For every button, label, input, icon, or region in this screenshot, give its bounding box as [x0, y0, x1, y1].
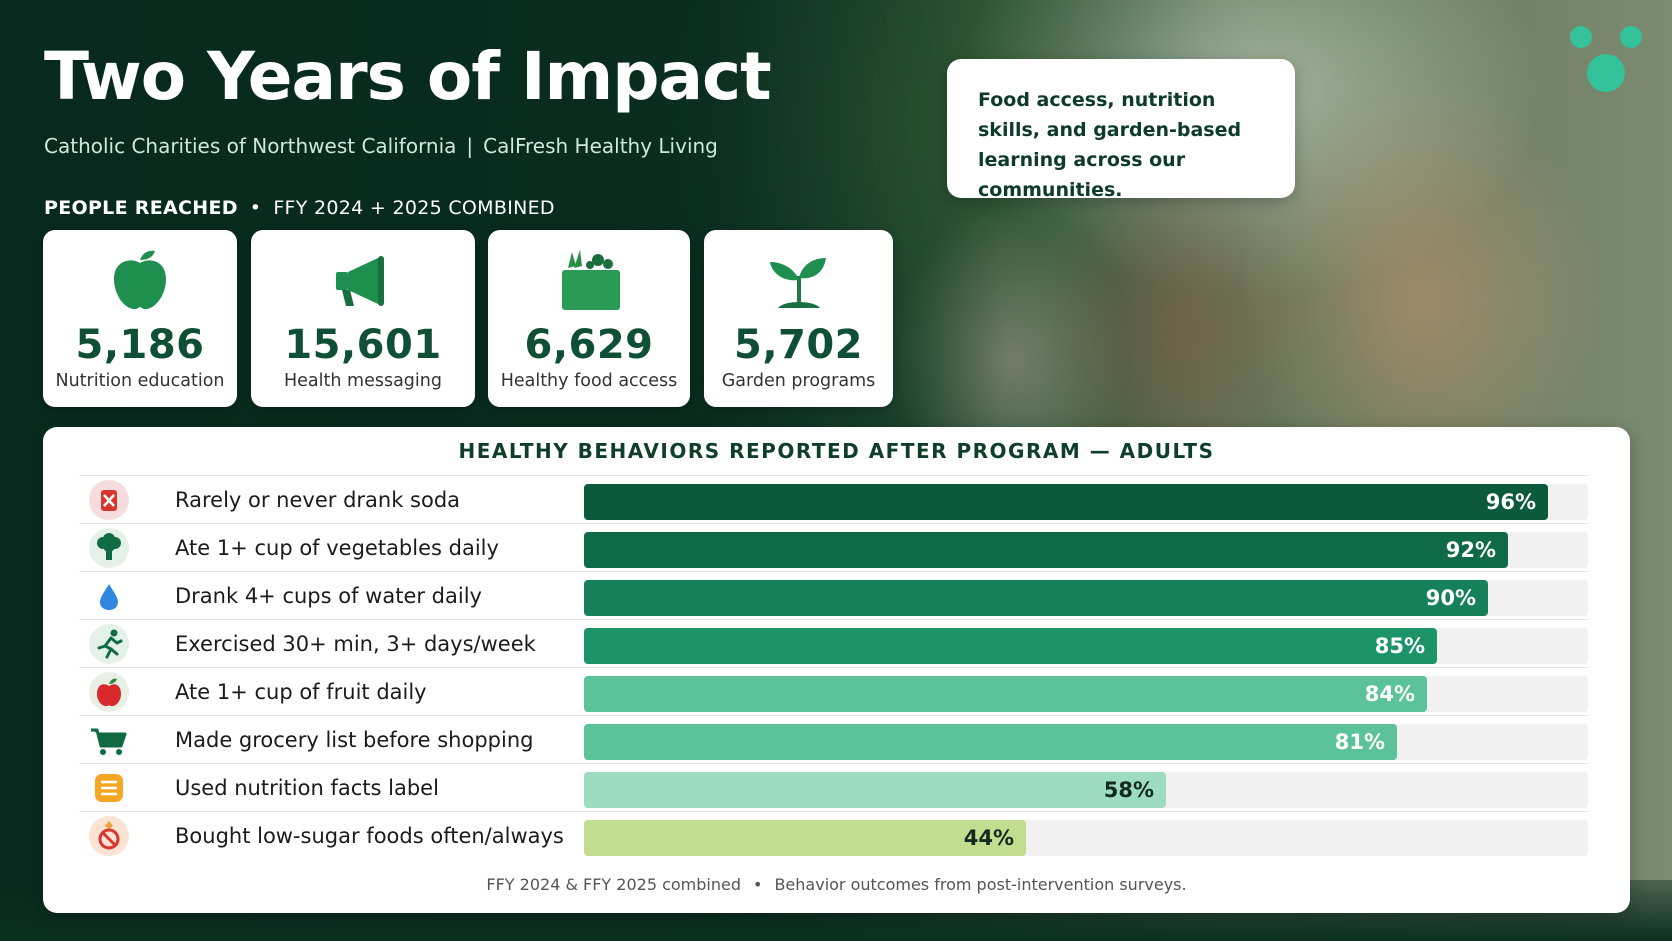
chart-row: Used nutrition facts label 58% [79, 763, 1588, 812]
chart-footnote: FFY 2024 & FFY 2025 combined • Behavior ou… [43, 875, 1630, 894]
megaphone-icon [251, 246, 475, 316]
stat-card-nutrition: 5,186 Nutrition education [43, 230, 237, 407]
behavior-label: Ate 1+ cup of fruit daily [175, 680, 427, 704]
bar-track: 44% [584, 820, 1588, 856]
bar: 84% [584, 676, 1427, 712]
chart-row: Bought low-sugar foods often/always 44% [79, 811, 1588, 860]
stat-label: Garden programs [721, 371, 876, 391]
people-reached-heading: PEOPLE REACHED • FFY 2024 + 2025 COMBINED [44, 197, 555, 219]
water-drop-icon [89, 576, 129, 616]
reach-heading-label: PEOPLE REACHED [44, 197, 238, 219]
bar: 85% [584, 628, 1437, 664]
red-apple-icon [89, 672, 129, 712]
callout-card: Food access, nutrition skills, and garde… [947, 59, 1295, 201]
nutrition-label-icon [89, 768, 129, 808]
chart-row: Drank 4+ cups of water daily 90% [79, 571, 1588, 620]
stat-value: 6,629 [524, 322, 654, 368]
broccoli-icon [89, 528, 129, 568]
program-name: CalFresh Healthy Living [483, 134, 718, 158]
bar: 44% [584, 820, 1026, 856]
subtitle: Catholic Charities of Northwest Californ… [44, 134, 718, 158]
sprout-icon [704, 246, 893, 316]
bar-track: 92% [584, 532, 1588, 568]
footnote-source: Behavior outcomes from post-intervention… [774, 875, 1187, 894]
behavior-label: Used nutrition facts label [175, 776, 439, 800]
reach-heading-bullet: • [249, 197, 262, 219]
bar-track: 84% [584, 676, 1588, 712]
stat-value: 5,702 [733, 322, 864, 368]
stat-card-food-access: 6,629 Healthy food access [488, 230, 690, 407]
runner-icon [89, 624, 129, 664]
callout-text: Food access, nutrition skills, and garde… [978, 89, 1242, 201]
no-sugar-icon [89, 816, 129, 856]
behavior-label: Bought low-sugar foods often/always [175, 824, 564, 848]
chart-row: Ate 1+ cup of fruit daily 84% [79, 667, 1588, 716]
stat-label: Nutrition education [55, 371, 225, 391]
stat-card-garden: 5,702 Garden programs [704, 230, 893, 407]
stat-card-health-messaging: 15,601 Health messaging [251, 230, 475, 407]
bar-track: 85% [584, 628, 1588, 664]
bar-value-label: 92% [1445, 538, 1496, 562]
behaviors-chart-panel: HEALTHY BEHAVIORS REPORTED AFTER PROGRAM… [43, 427, 1630, 913]
apple-icon [43, 246, 237, 316]
chart-row: Rarely or never drank soda 96% [79, 475, 1588, 524]
bar: 81% [584, 724, 1397, 760]
bar-value-label: 96% [1485, 490, 1536, 514]
stat-label: Healthy food access [500, 371, 678, 391]
bar-track: 90% [584, 580, 1588, 616]
bar: 90% [584, 580, 1488, 616]
behavior-label: Rarely or never drank soda [175, 488, 461, 512]
bar-track: 96% [584, 484, 1588, 520]
chart-title: HEALTHY BEHAVIORS REPORTED AFTER PROGRAM… [458, 439, 1215, 463]
stat-label: Health messaging [284, 371, 442, 391]
produce-crate-icon [488, 246, 690, 316]
bar-track: 81% [584, 724, 1588, 760]
bar-value-label: 81% [1334, 730, 1385, 754]
bar: 58% [584, 772, 1166, 808]
bar-track: 58% [584, 772, 1588, 808]
no-soda-icon [89, 480, 129, 520]
chart-row: Made grocery list before shopping 81% [79, 715, 1588, 764]
chart-row: Ate 1+ cup of vegetables daily 92% [79, 523, 1588, 572]
page-title: Two Years of Impact [44, 38, 772, 115]
bar-value-label: 44% [963, 826, 1014, 850]
subtitle-separator: | [466, 134, 474, 158]
bar: 92% [584, 532, 1508, 568]
shopping-cart-icon [89, 720, 129, 760]
bar-value-label: 90% [1425, 586, 1476, 610]
bar-value-label: 84% [1364, 682, 1415, 706]
bar-value-label: 85% [1374, 634, 1425, 658]
bar: 96% [584, 484, 1548, 520]
behavior-label: Ate 1+ cup of vegetables daily [175, 536, 499, 560]
reach-heading-period: FFY 2024 + 2025 COMBINED [273, 197, 555, 219]
behavior-label: Made grocery list before shopping [175, 728, 534, 752]
bar-value-label: 58% [1103, 778, 1154, 802]
behavior-label: Exercised 30+ min, 3+ days/week [175, 632, 536, 656]
footnote-period: FFY 2024 & FFY 2025 combined [486, 875, 742, 894]
chart-row: Exercised 30+ min, 3+ days/week 85% [79, 619, 1588, 668]
stat-value: 15,601 [284, 322, 442, 368]
stat-value: 5,186 [75, 322, 205, 368]
footnote-bullet: • [753, 875, 763, 894]
org-name: Catholic Charities of Northwest Californ… [44, 134, 457, 158]
behavior-label: Drank 4+ cups of water daily [175, 584, 482, 608]
brand-logo [1568, 22, 1648, 94]
